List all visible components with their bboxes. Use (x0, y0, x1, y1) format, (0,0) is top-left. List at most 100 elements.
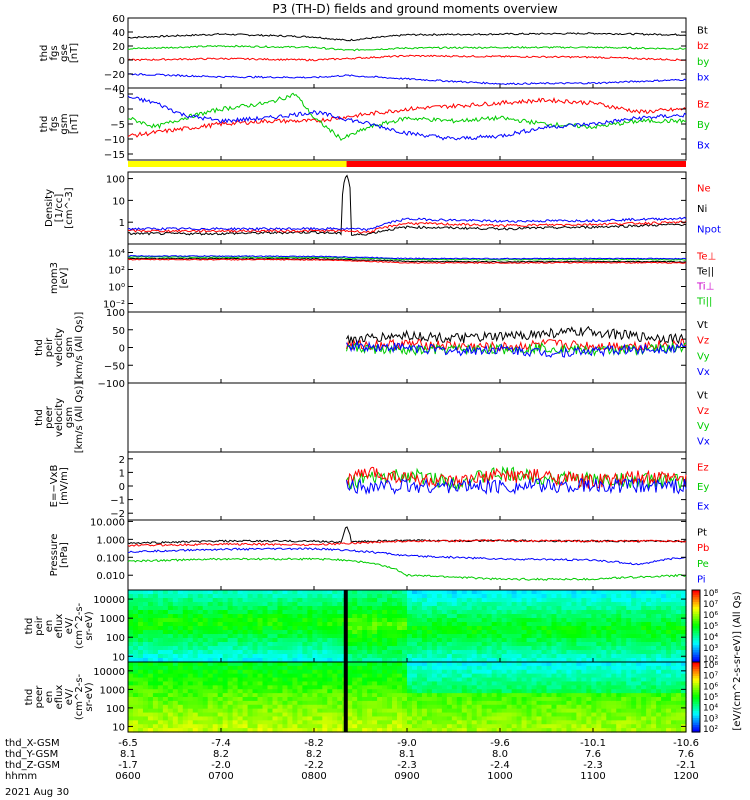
heatmap-cell (172, 654, 179, 659)
heatmap-cell (446, 724, 453, 729)
heatmap-cell (506, 622, 513, 627)
legend-Pt: Pt (697, 528, 707, 539)
heatmap-cell (262, 689, 269, 694)
heatmap-cell (546, 630, 553, 635)
heatmap-cell (676, 638, 682, 643)
heatmap-cell (212, 677, 219, 683)
heatmap-cell (147, 618, 154, 623)
heatmap-cell (287, 594, 294, 599)
ytick-label: 20 (112, 42, 125, 53)
heatmap-cell (621, 622, 627, 627)
heatmap-cell (347, 634, 353, 639)
heatmap-cell (402, 630, 408, 635)
heatmap-cell (501, 716, 508, 721)
heatmap-cell (531, 681, 538, 686)
series-Te|| (127, 257, 687, 263)
heatmap-cell (187, 614, 194, 619)
heatmap-cell (282, 669, 289, 675)
heatmap-cell (471, 618, 478, 623)
heatmap-cell (332, 594, 338, 599)
heatmap-cell (172, 658, 179, 663)
heatmap-cell (461, 669, 468, 675)
heatmap-cell (362, 622, 368, 627)
heatmap-cell (456, 594, 463, 599)
heatmap-cell (586, 697, 592, 702)
heatmap-cell (521, 590, 528, 595)
heatmap-cell (307, 590, 313, 595)
heatmap-cell (177, 626, 184, 631)
heatmap-cell (297, 724, 303, 729)
heatmap-cell (476, 606, 483, 611)
heatmap-cell (566, 626, 573, 631)
heatmap-cell (392, 677, 398, 683)
heatmap-cell (471, 634, 478, 639)
heatmap-cell (666, 618, 672, 623)
heatmap-cell (431, 606, 438, 611)
heatmap-cell (576, 646, 582, 651)
heatmap-cell (392, 630, 398, 635)
heatmap-cell (611, 622, 617, 627)
heatmap-cell (556, 669, 563, 675)
heatmap-cell (217, 650, 224, 655)
heatmap-cell (676, 646, 682, 651)
heatmap-cell (676, 673, 682, 679)
heatmap-cell (416, 662, 423, 667)
heatmap-cell (486, 677, 493, 683)
heatmap-cell (287, 677, 294, 683)
heatmap-cell (392, 669, 398, 675)
heatmap-cell (132, 606, 139, 611)
heatmap-cell (481, 614, 488, 619)
heatmap-cell (297, 700, 303, 706)
heatmap-cell (621, 638, 627, 643)
heatmap-cell (317, 697, 323, 702)
heatmap-cell (671, 650, 677, 655)
heatmap-cell (317, 689, 323, 694)
heatmap-cell (651, 712, 657, 718)
heatmap-cell (302, 704, 308, 710)
heatmap-cell (411, 724, 418, 729)
heatmap-cell (421, 677, 428, 683)
heatmap-cell (182, 646, 189, 651)
heatmap-cell (232, 712, 239, 718)
heatmap-cell (521, 697, 528, 702)
colorbar-tick-label: 10⁵ (703, 622, 718, 632)
heatmap-cell (441, 590, 448, 595)
heatmap-cell (377, 610, 383, 615)
heatmap-cell (227, 590, 234, 595)
heatmap-cell (456, 716, 463, 721)
heatmap-cell (526, 724, 533, 729)
heatmap-cell (327, 622, 333, 627)
panel-ylabel-line: [km/s (All Qs)] (74, 382, 85, 454)
heatmap-cell (616, 708, 622, 714)
heatmap-cell (382, 638, 388, 643)
heatmap-cell (636, 704, 642, 710)
heatmap-cell (402, 626, 408, 631)
heatmap-cell (421, 681, 428, 686)
heatmap-cell (217, 646, 224, 651)
heatmap-cell (551, 598, 558, 603)
heatmap-gap (343, 662, 348, 732)
heatmap-cell (651, 681, 657, 686)
heatmap-cell (177, 693, 184, 698)
heatmap-cell (536, 712, 543, 718)
heatmap-cell (307, 697, 313, 702)
heatmap-cell (212, 716, 219, 721)
heatmap-cell (481, 606, 488, 611)
heatmap-cell (461, 594, 468, 599)
heatmap-cell (501, 618, 508, 623)
heatmap-cell (337, 634, 343, 639)
heatmap-cell (232, 590, 239, 595)
heatmap-cell (431, 638, 438, 643)
heatmap-cell (367, 665, 373, 671)
heatmap-cell (327, 634, 333, 639)
heatmap-cell (247, 712, 254, 718)
heatmap-cell (531, 638, 538, 643)
heatmap-cell (616, 634, 622, 639)
heatmap-cell (626, 685, 632, 690)
heatmap-cell (277, 634, 284, 639)
heatmap-cell (466, 700, 473, 706)
heatmap-cell (506, 646, 513, 651)
heatmap-cell (436, 728, 443, 733)
heatmap-cell (312, 626, 318, 631)
heatmap-cell (362, 724, 368, 729)
